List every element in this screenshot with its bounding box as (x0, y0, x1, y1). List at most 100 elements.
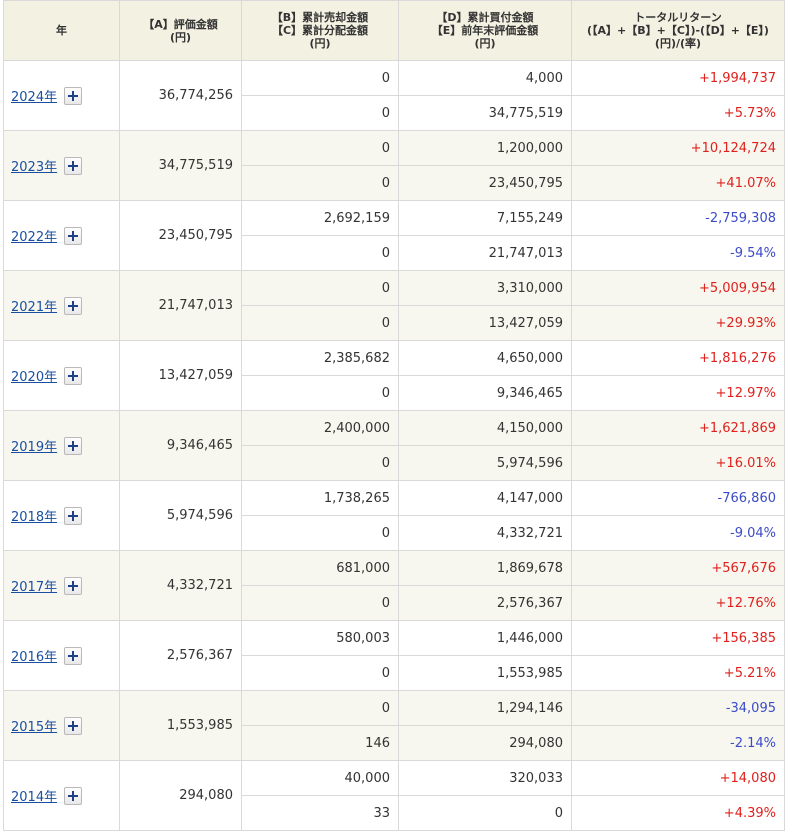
cumulative-sale-amount: 2,385,682 (241, 340, 399, 376)
table-row: 0 9,346,465 +12.97% (4, 375, 785, 411)
valuation-amount: 23,450,795 (119, 200, 242, 271)
total-return-yen: +567,676 (571, 550, 785, 586)
table-row: 2023年 34,775,519 0 1,200,000 +10,124,724 (3, 130, 785, 201)
year-cell: 2015年 (3, 690, 120, 761)
valuation-amount: 13,427,059 (119, 340, 242, 411)
plus-icon[interactable] (64, 506, 83, 525)
table-row: 0 13,427,059 +29.93% (4, 305, 785, 341)
cumulative-distribution-amount: 0 (241, 235, 399, 271)
year-link[interactable]: 2024年 (11, 90, 58, 105)
cumulative-purchase-amount: 4,650,000 (398, 340, 572, 376)
total-return-yen: -2,759,308 (571, 200, 785, 236)
prior-year-end-valuation: 1,553,985 (398, 655, 572, 691)
year-cell: 2019年 (3, 410, 120, 481)
plus-icon[interactable] (64, 716, 83, 735)
plus-icon[interactable] (64, 366, 83, 385)
year-link[interactable]: 2014年 (11, 790, 58, 805)
cumulative-distribution-amount: 33 (241, 795, 399, 831)
table-row: 2024年 36,774,256 0 4,000 +1,994,737 (3, 60, 785, 131)
valuation-amount: 34,775,519 (119, 130, 242, 201)
table-row: 0 23,450,795 +41.07% (4, 165, 785, 201)
cumulative-purchase-amount: 4,150,000 (398, 410, 572, 446)
valuation-amount: 36,774,256 (119, 60, 242, 131)
total-return-rate: +5.21% (571, 655, 785, 691)
year-cell: 2024年 (3, 60, 120, 131)
cumulative-distribution-amount: 0 (241, 305, 399, 341)
valuation-amount: 294,080 (119, 760, 242, 831)
year-link[interactable]: 2021年 (11, 300, 58, 315)
table-row: 2016年 2,576,367 580,003 1,446,000 +156,385 (3, 620, 785, 691)
year-link[interactable]: 2016年 (11, 650, 58, 665)
prior-year-end-valuation: 0 (398, 795, 572, 831)
total-return-yen: -766,860 (571, 480, 785, 516)
valuation-amount: 21,747,013 (119, 270, 242, 341)
table-row: 2022年 23,450,795 2,692,159 7,155,249 -2,759,… (3, 200, 785, 271)
year-link[interactable]: 2017年 (11, 580, 58, 595)
table-row: 2015年 1,553,985 0 1,294,146 -34,095 (3, 690, 785, 761)
table-header-row: 年 【A】評価金額 (円) 【B】累計売却金額 【C】累計分配金額 (円) 【D】累計… (3, 0, 785, 61)
table-row: 0 1,553,985 +5.21% (4, 655, 785, 691)
valuation-amount: 2,576,367 (119, 620, 242, 691)
valuation-amount: 9,346,465 (119, 410, 242, 481)
header-de: 【D】累計買付金額 【E】前年末評価金額 (円) (398, 0, 572, 61)
prior-year-end-valuation: 23,450,795 (398, 165, 572, 201)
cumulative-sale-amount: 2,400,000 (241, 410, 399, 446)
header-bc: 【B】累計売却金額 【C】累計分配金額 (円) (241, 0, 399, 61)
year-link[interactable]: 2015年 (11, 720, 58, 735)
total-return-rate: -9.54% (571, 235, 785, 271)
plus-icon[interactable] (64, 576, 83, 595)
year-link[interactable]: 2022年 (11, 230, 58, 245)
cumulative-distribution-amount: 146 (241, 725, 399, 761)
total-return-rate: +16.01% (571, 445, 785, 481)
total-return-table: 年 【A】評価金額 (円) 【B】累計売却金額 【C】累計分配金額 (円) 【D】累計… (3, 0, 785, 831)
cumulative-sale-amount: 40,000 (241, 760, 399, 796)
cumulative-distribution-amount: 0 (241, 655, 399, 691)
plus-icon[interactable] (64, 296, 83, 315)
total-return-yen: +10,124,724 (571, 130, 785, 166)
cumulative-purchase-amount: 3,310,000 (398, 270, 572, 306)
total-return-rate: +29.93% (571, 305, 785, 341)
plus-icon[interactable] (64, 86, 83, 105)
total-return-yen: +1,816,276 (571, 340, 785, 376)
plus-icon[interactable] (64, 786, 83, 805)
year-link[interactable]: 2018年 (11, 510, 58, 525)
year-cell: 2017年 (3, 550, 120, 621)
cumulative-sale-amount: 0 (241, 690, 399, 726)
prior-year-end-valuation: 9,346,465 (398, 375, 572, 411)
year-cell: 2022年 (3, 200, 120, 271)
plus-icon[interactable] (64, 226, 83, 245)
year-cell: 2023年 (3, 130, 120, 201)
cumulative-distribution-amount: 0 (241, 165, 399, 201)
cumulative-purchase-amount: 320,033 (398, 760, 572, 796)
year-cell: 2016年 (3, 620, 120, 691)
total-return-yen: +1,621,869 (571, 410, 785, 446)
valuation-amount: 1,553,985 (119, 690, 242, 761)
table-row: 0 5,974,596 +16.01% (4, 445, 785, 481)
header-a: 【A】評価金額 (円) (119, 0, 242, 61)
plus-icon[interactable] (64, 436, 83, 455)
header-year: 年 (3, 0, 120, 61)
cumulative-purchase-amount: 1,446,000 (398, 620, 572, 656)
cumulative-sale-amount: 0 (241, 60, 399, 96)
plus-icon[interactable] (64, 646, 83, 665)
cumulative-distribution-amount: 0 (241, 375, 399, 411)
year-cell: 2021年 (3, 270, 120, 341)
cumulative-sale-amount: 580,003 (241, 620, 399, 656)
header-total-return: トータルリターン (【A】+【B】+【C】)-(【D】+【E】) (円)/(率) (571, 0, 785, 61)
prior-year-end-valuation: 34,775,519 (398, 95, 572, 131)
year-link[interactable]: 2019年 (11, 440, 58, 455)
total-return-rate: +12.76% (571, 585, 785, 621)
cumulative-purchase-amount: 4,000 (398, 60, 572, 96)
prior-year-end-valuation: 294,080 (398, 725, 572, 761)
year-link[interactable]: 2023年 (11, 160, 58, 175)
table-row: 0 34,775,519 +5.73% (4, 95, 785, 131)
plus-icon[interactable] (64, 156, 83, 175)
prior-year-end-valuation: 2,576,367 (398, 585, 572, 621)
cumulative-purchase-amount: 1,869,678 (398, 550, 572, 586)
cumulative-purchase-amount: 1,200,000 (398, 130, 572, 166)
table-row: 2014年 294,080 40,000 320,033 +14,080 (3, 760, 785, 831)
year-link[interactable]: 2020年 (11, 370, 58, 385)
cumulative-sale-amount: 0 (241, 130, 399, 166)
prior-year-end-valuation: 21,747,013 (398, 235, 572, 271)
total-return-rate: +5.73% (571, 95, 785, 131)
